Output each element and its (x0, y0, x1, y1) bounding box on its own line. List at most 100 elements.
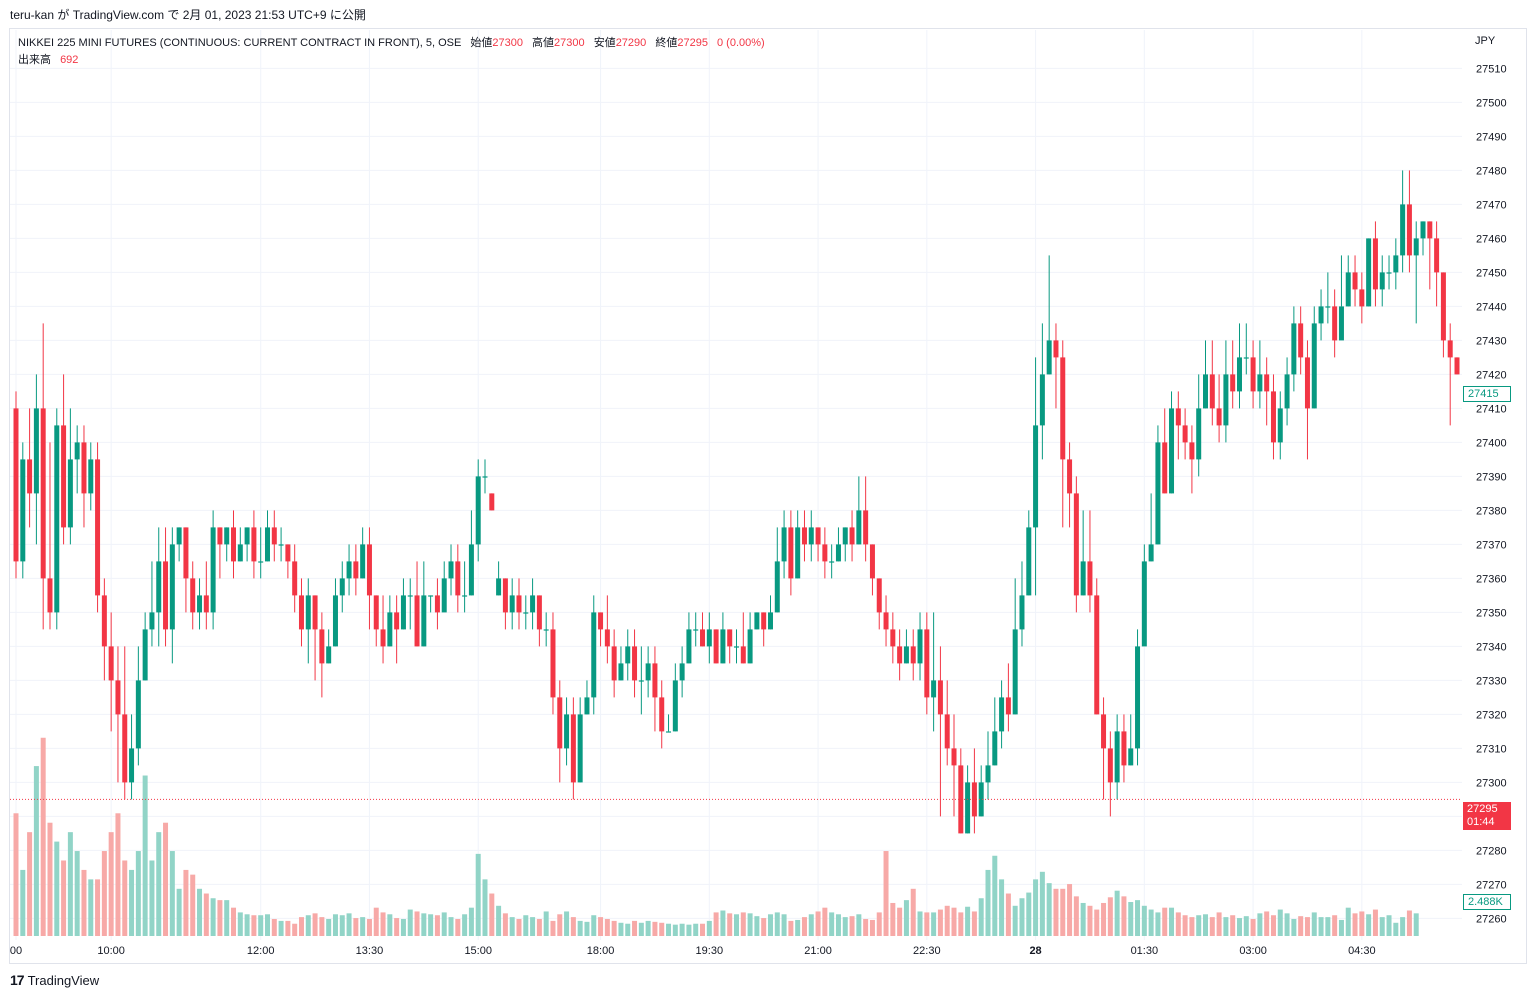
volume-bar (380, 912, 386, 936)
candle-body (326, 646, 332, 664)
candle-body (1148, 544, 1154, 562)
candle-body (1080, 561, 1086, 596)
countdown-value: 01:44 (1467, 816, 1495, 828)
time-tick-label: 15:00 (464, 945, 492, 957)
candle-body (1162, 442, 1168, 494)
candle-body (863, 510, 869, 545)
volume-bar (1039, 871, 1045, 936)
candle-body (360, 544, 366, 579)
volume-bar (536, 919, 542, 936)
volume-bar (455, 919, 461, 936)
volume-bar (1400, 917, 1406, 936)
volume-bar (944, 905, 950, 936)
candle-body (1366, 238, 1372, 307)
volume-bar (767, 914, 773, 936)
volume-bar (808, 914, 814, 936)
volume-bar (801, 917, 807, 936)
volume-bar (1236, 918, 1242, 936)
volume-bar (264, 914, 270, 936)
candle-body (829, 561, 835, 563)
time-tick-label: 00 (10, 945, 22, 957)
current-price-tag: 27295 01:44 (1463, 802, 1511, 830)
volume-bar (190, 874, 196, 936)
candle-body (264, 527, 270, 562)
candle-body (217, 527, 223, 545)
volume-bar (1162, 907, 1168, 936)
candle-body (679, 663, 685, 681)
candle-body (1379, 272, 1385, 290)
candle-body (720, 629, 726, 664)
candle-body (849, 527, 855, 545)
candle-body (88, 459, 94, 494)
volume-bar (373, 907, 379, 936)
volume-value: 692 (60, 54, 79, 66)
volume-bar (869, 919, 875, 936)
candle-body (652, 663, 658, 698)
volume-bar (856, 914, 862, 936)
candle-body (1094, 595, 1100, 715)
volume-bar (271, 919, 277, 936)
volume-bar (795, 919, 801, 936)
footer-brand[interactable]: 17 TradingView (10, 972, 99, 988)
volume-bar (231, 907, 237, 936)
volume-bar (197, 888, 203, 936)
volume-bar (543, 911, 549, 936)
candle-body (917, 629, 923, 664)
volume-bar (523, 915, 529, 936)
candle-body (1128, 748, 1134, 766)
volume-bar (27, 832, 33, 936)
price-tick-label: 27260 (1476, 913, 1507, 925)
candle-body (1338, 306, 1344, 341)
volume-bar (156, 832, 162, 936)
candle-body (1427, 221, 1433, 239)
volume-bar (978, 898, 984, 936)
candle-body (693, 629, 699, 631)
volume-bar (530, 917, 536, 936)
volume-bar (1141, 905, 1147, 936)
volume-bar (1304, 917, 1310, 936)
candle-body (1372, 238, 1378, 290)
volume-bar (1189, 917, 1195, 936)
volume-bar (1046, 883, 1052, 936)
price-tick-label: 27350 (1476, 607, 1507, 619)
candle-body (910, 646, 916, 664)
candle-body (122, 714, 128, 783)
volume-bar (679, 923, 685, 936)
candle-body (1182, 425, 1188, 443)
volume-bar (400, 919, 406, 936)
price-tick-label: 27450 (1476, 267, 1507, 279)
volume-bar (1318, 917, 1324, 936)
volume-bar (598, 917, 604, 936)
low-value: 27290 (615, 37, 647, 49)
volume-bar (1053, 888, 1059, 936)
candle-body (788, 527, 794, 579)
candle-body (1393, 255, 1399, 273)
candle-body (1270, 391, 1276, 443)
candle-body (869, 544, 875, 579)
volume-bar (713, 912, 719, 936)
volume-tag: 2.488K (1463, 894, 1511, 910)
volume-bar (1264, 911, 1270, 936)
candle-body (197, 595, 203, 613)
candle-body (434, 595, 440, 613)
candle-body (421, 595, 427, 647)
volume-bar (502, 913, 508, 936)
tradingview-logo-icon: 17 (10, 972, 25, 988)
candle-body (1243, 357, 1249, 359)
volume-bar (638, 922, 644, 936)
candle-body (774, 561, 780, 613)
volume-bar (1345, 907, 1351, 936)
volume-bar (557, 914, 563, 936)
candle-body (210, 527, 216, 613)
price-tick-label: 27390 (1476, 471, 1507, 483)
candle-body (740, 646, 746, 664)
volume-bar (298, 917, 304, 936)
volume-bar (1026, 892, 1032, 936)
volume-bar (122, 860, 128, 936)
chart-legend: NIKKEI 225 MINI FUTURES (CONTINUOUS: CUR… (18, 35, 765, 69)
volume-bar (1148, 909, 1154, 936)
candle-body (1386, 272, 1392, 274)
candle-body (1345, 272, 1351, 307)
current-price-value: 27295 (1467, 803, 1498, 815)
